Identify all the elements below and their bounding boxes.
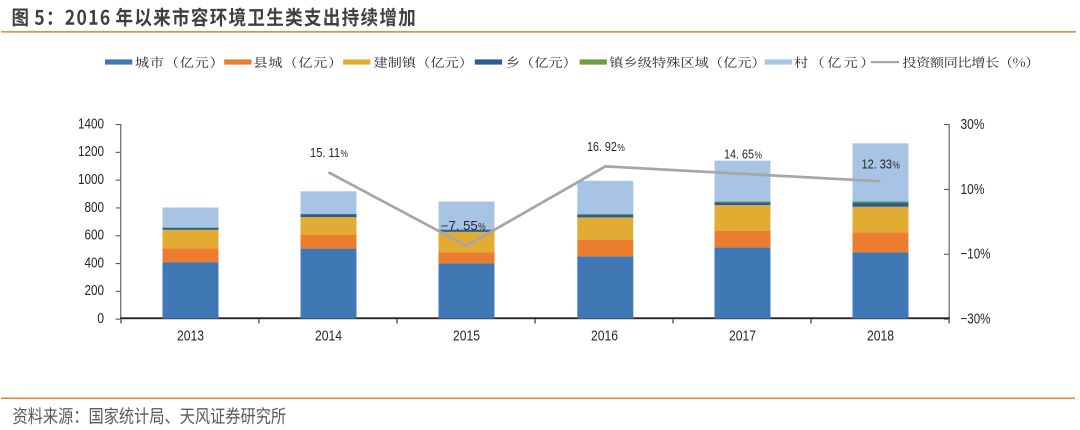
svg-text:2013: 2013: [177, 328, 204, 344]
svg-text:1000: 1000: [78, 172, 104, 188]
svg-text:1200: 1200: [78, 144, 104, 160]
svg-text:600: 600: [85, 228, 105, 244]
svg-text:−10%: −10%: [961, 247, 991, 263]
svg-text:−7. 55: −7. 55: [441, 219, 478, 233]
svg-text:16. 92: 16. 92: [587, 140, 617, 154]
svg-text:0: 0: [97, 311, 104, 327]
svg-text:2014: 2014: [315, 328, 342, 344]
svg-text:200: 200: [85, 283, 105, 299]
svg-text:10%: 10%: [961, 182, 985, 198]
svg-text:14. 65: 14. 65: [724, 147, 754, 161]
svg-text:%: %: [340, 149, 348, 160]
svg-text:2017: 2017: [729, 328, 756, 344]
svg-text:%: %: [478, 222, 486, 233]
svg-text:12. 33: 12. 33: [862, 157, 893, 171]
svg-text:2016: 2016: [591, 328, 618, 344]
svg-text:800: 800: [85, 200, 105, 216]
svg-text:%: %: [754, 150, 762, 161]
svg-text:2015: 2015: [453, 328, 480, 344]
svg-text:2018: 2018: [867, 328, 894, 344]
svg-text:15. 11: 15. 11: [310, 146, 340, 160]
svg-text:−30%: −30%: [961, 312, 991, 328]
svg-text:1400: 1400: [78, 116, 104, 132]
svg-text:30%: 30%: [961, 117, 985, 133]
svg-text:%: %: [892, 160, 900, 171]
svg-text:%: %: [617, 143, 625, 154]
svg-text:400: 400: [85, 255, 105, 271]
